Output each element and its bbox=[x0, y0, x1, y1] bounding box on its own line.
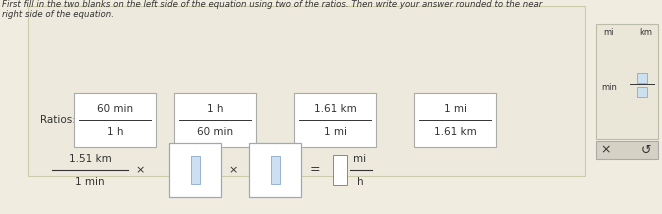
Text: min: min bbox=[601, 83, 617, 92]
Bar bbox=[169, 143, 221, 197]
Text: right side of the equation.: right side of the equation. bbox=[2, 10, 114, 19]
Bar bbox=[249, 143, 301, 197]
Text: km: km bbox=[639, 28, 653, 37]
Text: 1.51 km: 1.51 km bbox=[69, 154, 111, 164]
Text: 1 h: 1 h bbox=[107, 127, 123, 137]
Bar bbox=[28, 6, 585, 176]
Bar bbox=[637, 87, 647, 97]
Text: ×: × bbox=[135, 165, 145, 175]
Bar bbox=[191, 156, 199, 184]
Bar bbox=[596, 24, 658, 139]
Text: 1 h: 1 h bbox=[207, 104, 223, 114]
Bar bbox=[414, 93, 496, 147]
Text: ↺: ↺ bbox=[641, 144, 651, 156]
Text: First fill in the two blanks on the left side of the equation using two of the r: First fill in the two blanks on the left… bbox=[2, 0, 542, 9]
Bar bbox=[271, 156, 279, 184]
Text: 1 mi: 1 mi bbox=[444, 104, 467, 114]
Text: ·: · bbox=[248, 163, 252, 177]
Text: mi: mi bbox=[602, 28, 613, 37]
Text: ×: × bbox=[228, 165, 238, 175]
Bar bbox=[74, 93, 156, 147]
Bar bbox=[333, 155, 347, 185]
Text: 60 min: 60 min bbox=[197, 127, 233, 137]
Bar bbox=[174, 93, 256, 147]
Text: =: = bbox=[310, 163, 320, 177]
Text: 1 mi: 1 mi bbox=[324, 127, 346, 137]
Text: 1.61 km: 1.61 km bbox=[314, 104, 356, 114]
Bar bbox=[596, 141, 658, 159]
Bar bbox=[294, 93, 376, 147]
Text: 60 min: 60 min bbox=[97, 104, 133, 114]
Text: 1.61 km: 1.61 km bbox=[434, 127, 477, 137]
Text: Ratios:: Ratios: bbox=[40, 115, 76, 125]
Bar bbox=[637, 73, 647, 83]
Text: 1 min: 1 min bbox=[75, 177, 105, 187]
Text: mi: mi bbox=[354, 154, 367, 164]
Text: h: h bbox=[357, 177, 363, 187]
Text: ×: × bbox=[600, 144, 611, 156]
